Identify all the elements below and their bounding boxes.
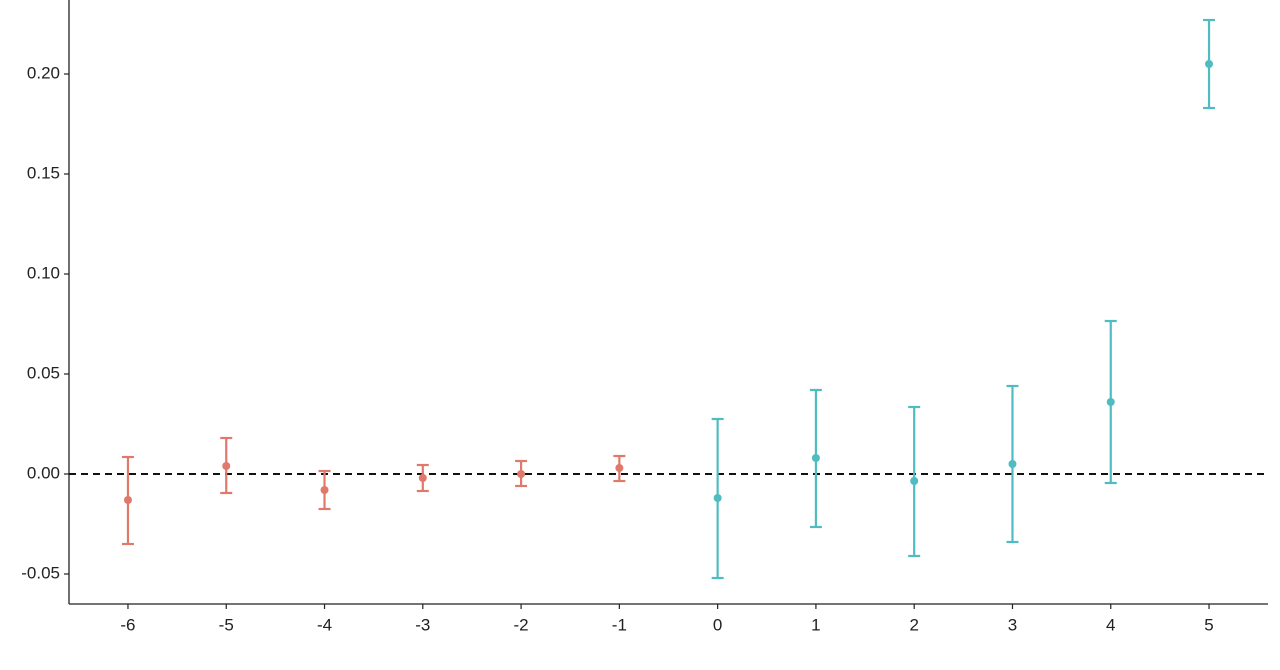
x-tick-label: -5 [219, 615, 234, 634]
point [713, 494, 722, 502]
y-tick-label: 0.05 [27, 363, 60, 382]
y-tick-label: 0.20 [27, 63, 60, 82]
y-tick-label: 0.15 [27, 163, 60, 182]
point [615, 464, 624, 472]
x-tick-label: 3 [1008, 615, 1017, 634]
x-tick-label: 5 [1204, 615, 1213, 634]
point [222, 462, 231, 470]
x-tick-label: -3 [415, 615, 430, 634]
x-tick-label: 1 [811, 615, 820, 634]
x-tick-label: 0 [713, 615, 722, 634]
point [320, 486, 329, 494]
x-tick-label: -2 [514, 615, 529, 634]
x-tick-label: -1 [612, 615, 627, 634]
y-tick-label: -0.05 [21, 563, 60, 582]
x-tick-label: 2 [909, 615, 918, 634]
y-tick-label: 0.00 [27, 463, 60, 482]
point [1205, 60, 1214, 68]
point [517, 470, 526, 478]
point [1106, 398, 1115, 406]
x-tick-label: 4 [1106, 615, 1115, 634]
point [910, 477, 919, 485]
point [123, 496, 132, 504]
x-tick-label: -4 [317, 615, 332, 634]
point [811, 454, 820, 462]
point [1008, 460, 1017, 468]
point [418, 474, 427, 482]
x-tick-label: -6 [120, 615, 135, 634]
y-tick-label: 0.10 [27, 263, 60, 282]
